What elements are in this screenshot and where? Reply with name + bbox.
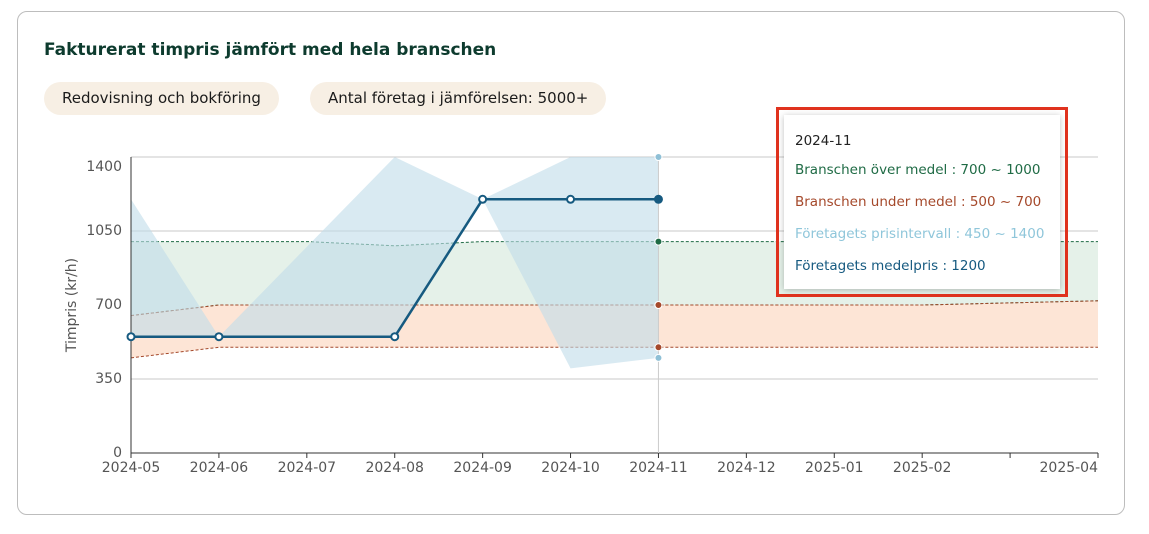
x-tick-label: 2024-05 [102, 460, 161, 476]
hover-dot [654, 353, 663, 362]
hover-dot [654, 343, 663, 352]
tag[interactable]: Antal företag i jämförelsen: 5000+ [310, 82, 607, 115]
x-tick-label: 2025-01 [805, 460, 864, 476]
tooltip-row: Företagets medelpris : 1200 [795, 258, 986, 274]
point [653, 194, 663, 204]
y-axis-label: Timpris (kr/h) [64, 258, 80, 353]
line [131, 198, 659, 338]
tooltip: 2024-11 Branschen över medel : 700 ~ 100… [784, 115, 1060, 289]
y-tick-label: 1050 [86, 223, 122, 239]
x-tick-label: 2024-07 [278, 460, 337, 476]
chart-title: Fakturerat timpris jämfört med hela bran… [44, 40, 497, 60]
point [390, 332, 400, 342]
hover-dot [654, 301, 663, 309]
point [214, 332, 224, 342]
x-tick-label: 2024-08 [365, 460, 424, 476]
hover-dot [654, 237, 663, 246]
tag[interactable]: Redovisning och bokföring [44, 82, 279, 115]
tooltip-row: Branschen under medel : 500 ~ 700 [795, 194, 1042, 210]
tooltip-title: 2024-11 [795, 133, 852, 149]
x-tick-label: 2024-10 [541, 460, 600, 476]
y-tick-label: 700 [95, 297, 122, 313]
tooltip-highlight: 2024-11 Branschen över medel : 700 ~ 100… [776, 107, 1068, 297]
x-tick-label: 2024-12 [717, 460, 776, 476]
tooltip-row: Företagets prisintervall : 450 ~ 1400 [795, 226, 1045, 242]
band-edge [130, 346, 1098, 359]
y-tick-label: 350 [95, 371, 122, 387]
y-tick-label: 1400 [86, 159, 122, 175]
point [126, 332, 136, 342]
point [478, 194, 488, 204]
y-tick-label: 0 [113, 445, 122, 461]
x-tick-label: 2025-04 [1040, 460, 1099, 476]
tooltip-row: Branschen över medel : 700 ~ 1000 [795, 162, 1041, 178]
hover-dot [654, 153, 663, 161]
x-tick-label: 2024-11 [629, 460, 688, 476]
card [17, 11, 1125, 515]
interval-area [131, 157, 659, 369]
point [566, 194, 576, 204]
x-tick-label: 2025-02 [893, 460, 952, 476]
x-tick-label: 2024-06 [190, 460, 249, 476]
x-tick-label: 2024-09 [453, 460, 512, 476]
